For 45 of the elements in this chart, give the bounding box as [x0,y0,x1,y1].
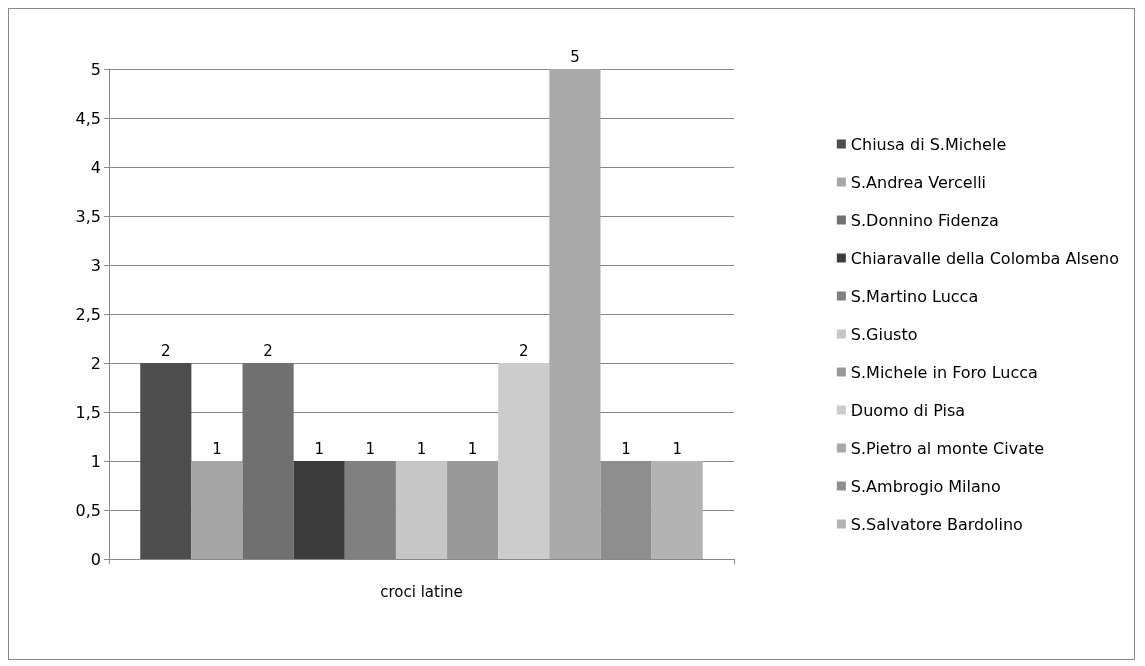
y-tick-label: 1 [90,451,101,471]
legend-label: S.Pietro al monte Civate [850,438,1045,458]
legend-label: S.Martino Lucca [850,286,979,306]
data-label: 1 [467,439,478,458]
bar [191,461,243,559]
y-tick-label: 3,5 [75,206,101,226]
legend-label: S.Ambrogio Milano [850,476,1001,496]
legend-label: S.Salvatore Bardolino [850,514,1023,534]
y-tick-label: 1,5 [75,402,101,422]
data-label: 2 [263,341,273,360]
bar [447,461,499,559]
bar [395,461,448,559]
legend-label: Chiaravalle della Colomba Alseno [850,248,1120,268]
bar [344,461,396,559]
bar [293,461,345,559]
x-tick-label: croci latine [380,582,463,601]
y-tick-label: 4,5 [75,108,101,128]
y-tick-label: 5 [90,59,101,79]
y-tick-label: 0,5 [75,500,101,520]
y-tick-label: 2 [90,353,101,373]
data-label: 1 [314,439,324,458]
data-label: 1 [621,439,631,458]
y-tick-label: 0 [90,549,101,569]
data-label: 5 [570,47,580,66]
bar [140,363,192,559]
legend-label: Duomo di Pisa [850,400,966,420]
data-label: 1 [672,439,682,458]
bar [549,69,601,559]
data-label: 1 [365,439,376,458]
data-label: 2 [161,341,171,360]
bar [498,363,550,559]
data-label: 2 [519,341,529,360]
data-label: 1 [416,439,427,458]
data-label: 1 [212,439,222,458]
legend-label: S.Giusto [850,324,918,344]
legend-label: Chiusa di S.Michele [850,134,1007,154]
bar [600,461,652,559]
y-tick-label: 3 [90,255,101,275]
y-tick-label: 2,5 [75,304,101,324]
legend-label: S.Michele in Foro Lucca [850,362,1038,382]
bar [242,363,294,559]
legend-label: S.Donnino Fidenza [850,210,999,230]
bar [651,461,703,559]
y-tick-label: 4 [90,157,101,177]
legend-label: S.Andrea Vercelli [850,172,987,192]
